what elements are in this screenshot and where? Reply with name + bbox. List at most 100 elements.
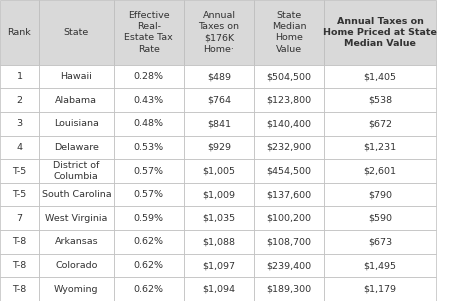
Text: Effective
Real-
Estate Tax
Rate: Effective Real- Estate Tax Rate xyxy=(125,11,173,54)
Text: 0.28%: 0.28% xyxy=(134,72,164,81)
Text: 0.53%: 0.53% xyxy=(134,143,164,152)
Text: Delaware: Delaware xyxy=(54,143,99,152)
Bar xyxy=(0,206,39,230)
Text: $673: $673 xyxy=(368,237,392,247)
Text: South Carolina: South Carolina xyxy=(42,190,111,199)
Text: $538: $538 xyxy=(368,96,392,105)
Bar xyxy=(114,278,184,301)
Bar xyxy=(184,65,254,88)
Bar xyxy=(184,159,254,183)
Bar xyxy=(324,135,436,159)
Bar xyxy=(184,88,254,112)
Bar xyxy=(184,206,254,230)
Bar xyxy=(39,230,114,254)
Text: $239,400: $239,400 xyxy=(266,261,312,270)
Bar xyxy=(254,230,324,254)
Bar xyxy=(0,159,39,183)
Bar xyxy=(0,230,39,254)
Text: $189,300: $189,300 xyxy=(266,285,312,294)
Text: $1,097: $1,097 xyxy=(202,261,236,270)
Text: $1,231: $1,231 xyxy=(364,143,397,152)
Bar xyxy=(39,183,114,206)
Text: Rank: Rank xyxy=(8,28,31,37)
Text: Arkansas: Arkansas xyxy=(55,237,98,247)
Text: Wyoming: Wyoming xyxy=(54,285,99,294)
Bar xyxy=(184,183,254,206)
Bar xyxy=(114,135,184,159)
Text: $1,094: $1,094 xyxy=(202,285,236,294)
Text: T-8: T-8 xyxy=(12,237,27,247)
Text: $1,495: $1,495 xyxy=(364,261,397,270)
Bar xyxy=(254,112,324,135)
Text: Annual
Taxes on
$176K
Home·: Annual Taxes on $176K Home· xyxy=(199,11,239,54)
Text: $1,005: $1,005 xyxy=(202,166,236,175)
Text: T-5: T-5 xyxy=(12,190,27,199)
Text: 0.48%: 0.48% xyxy=(134,119,164,128)
Bar xyxy=(114,0,184,65)
Bar xyxy=(0,0,39,65)
Text: 3: 3 xyxy=(17,119,22,128)
Bar xyxy=(184,278,254,301)
Text: 0.57%: 0.57% xyxy=(134,166,164,175)
Bar xyxy=(254,65,324,88)
Bar xyxy=(184,230,254,254)
Text: District of
Columbia: District of Columbia xyxy=(53,161,100,181)
Bar xyxy=(39,254,114,278)
Text: West Virginia: West Virginia xyxy=(45,214,108,223)
Text: 7: 7 xyxy=(17,214,22,223)
Text: Alabama: Alabama xyxy=(55,96,97,105)
Text: State
Median
Home
Value: State Median Home Value xyxy=(272,11,306,54)
Bar xyxy=(254,183,324,206)
Bar xyxy=(114,112,184,135)
Text: $1,035: $1,035 xyxy=(202,214,236,223)
Bar xyxy=(0,254,39,278)
Bar xyxy=(324,88,436,112)
Bar xyxy=(114,65,184,88)
Bar xyxy=(0,278,39,301)
Bar xyxy=(39,278,114,301)
Bar xyxy=(254,278,324,301)
Text: T-8: T-8 xyxy=(12,285,27,294)
Bar xyxy=(254,88,324,112)
Bar xyxy=(254,0,324,65)
Text: $489: $489 xyxy=(207,72,231,81)
Bar xyxy=(39,206,114,230)
Text: $2,601: $2,601 xyxy=(364,166,397,175)
Bar xyxy=(254,135,324,159)
Text: 0.62%: 0.62% xyxy=(134,285,164,294)
Text: $790: $790 xyxy=(368,190,392,199)
Text: $672: $672 xyxy=(368,119,392,128)
Text: 0.43%: 0.43% xyxy=(134,96,164,105)
Text: 1: 1 xyxy=(17,72,22,81)
Bar xyxy=(324,254,436,278)
Text: $1,405: $1,405 xyxy=(364,72,397,81)
Bar xyxy=(184,0,254,65)
Text: T-8: T-8 xyxy=(12,261,27,270)
Bar xyxy=(114,206,184,230)
Bar xyxy=(0,88,39,112)
Text: $140,400: $140,400 xyxy=(267,119,311,128)
Text: 2: 2 xyxy=(17,96,22,105)
Text: $454,500: $454,500 xyxy=(267,166,311,175)
Bar xyxy=(254,159,324,183)
Text: 0.59%: 0.59% xyxy=(134,214,164,223)
Text: $232,900: $232,900 xyxy=(266,143,312,152)
Bar xyxy=(324,206,436,230)
Bar xyxy=(114,230,184,254)
Bar xyxy=(324,183,436,206)
Bar xyxy=(114,254,184,278)
Bar xyxy=(114,183,184,206)
Bar xyxy=(184,135,254,159)
Text: Annual Taxes on
Home Priced at State
Median Value: Annual Taxes on Home Priced at State Med… xyxy=(323,17,437,48)
Bar xyxy=(184,254,254,278)
Text: $764: $764 xyxy=(207,96,231,105)
Text: 0.57%: 0.57% xyxy=(134,190,164,199)
Bar xyxy=(39,135,114,159)
Bar xyxy=(39,159,114,183)
Text: $1,009: $1,009 xyxy=(202,190,236,199)
Text: $504,500: $504,500 xyxy=(267,72,311,81)
Bar xyxy=(39,0,114,65)
Text: $1,088: $1,088 xyxy=(202,237,236,247)
Bar xyxy=(0,183,39,206)
Text: $1,179: $1,179 xyxy=(364,285,397,294)
